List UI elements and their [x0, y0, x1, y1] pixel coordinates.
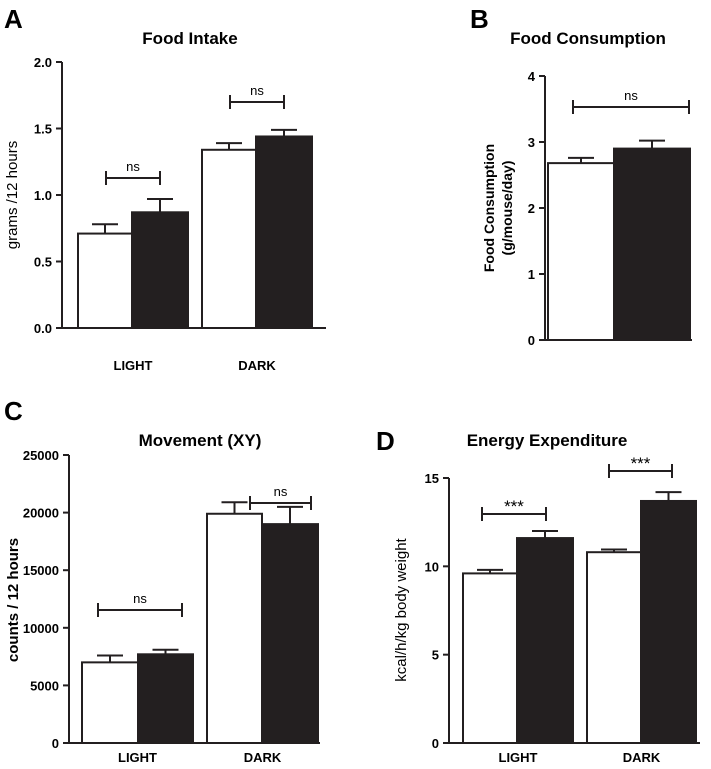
title-d: Energy Expenditure	[467, 431, 628, 450]
panel-a-significance-label: ns	[126, 159, 140, 174]
panel-a-y-tick-label: 2.0	[34, 55, 52, 70]
panel-c-significance-label: ns	[274, 484, 288, 499]
ylabel-d: kcal/h/kg body weight	[393, 537, 410, 681]
panel-a-significance-label: ns	[250, 83, 264, 98]
panel-c-category-label: DARK	[244, 750, 282, 765]
panel-c-y-tick-label: 25000	[23, 448, 59, 463]
panel-a-category-label: DARK	[238, 358, 276, 373]
panel-b-bar-white	[547, 162, 615, 341]
panel-c-y-tick-label: 5000	[30, 678, 59, 693]
panel-d-bar-white	[462, 572, 518, 745]
panel-d-y-tick-label: 15	[425, 471, 439, 486]
panel-d-y-tick-label: 10	[425, 559, 439, 574]
panel-c-category-label: LIGHT	[118, 750, 157, 765]
ylabel-b-units: (g/mouse/day)	[499, 161, 515, 256]
panel-c-y-tick-label: 15000	[23, 563, 59, 578]
panel-d-category-label: DARK	[623, 750, 661, 765]
panel-c-bar-white	[81, 661, 139, 744]
panel-a-bar-white	[77, 232, 133, 330]
ylabel-b: Food Consumption	[481, 144, 497, 272]
panel-letter-b: B	[470, 4, 489, 34]
ylabel-a: grams /12 hours	[4, 141, 21, 249]
panel-letter-a: A	[4, 4, 23, 34]
panel-letter-d: D	[376, 426, 395, 456]
title-b: Food Consumption	[510, 29, 666, 48]
panel-d-bar-black	[640, 499, 697, 745]
panel-a-bar-black	[131, 211, 189, 329]
panel-d-bar-black	[516, 537, 574, 744]
panel-b-y-tick-label: 0	[528, 333, 535, 348]
panel-b-y-tick-label: 1	[528, 267, 535, 282]
panel-c-bar-black	[137, 653, 194, 745]
panel-d-bar-white	[586, 551, 642, 745]
panel-c-significance-label: ns	[133, 591, 147, 606]
panel-a-y-tick-label: 0.5	[34, 255, 52, 270]
panel-c-y-tick-label: 0	[52, 736, 59, 751]
panel-a-bar-white	[201, 148, 257, 329]
panel-b-significance-label: ns	[624, 88, 638, 103]
title-a: Food Intake	[142, 29, 237, 48]
panel-d-y-tick-label: 0	[432, 736, 439, 751]
panel-b-y-tick-label: 3	[528, 135, 535, 150]
panel-c-bar-white	[206, 512, 263, 745]
panel-c-y-tick-label: 20000	[23, 506, 59, 521]
ylabel-c: counts / 12 hours	[5, 538, 22, 662]
panel-d-category-label: LIGHT	[499, 750, 538, 765]
panel-d-y-tick-label: 5	[432, 648, 439, 663]
panel-b-y-tick-label: 4	[528, 69, 536, 84]
panel-letter-c: C	[4, 396, 23, 426]
panel-a-y-tick-label: 0.0	[34, 321, 52, 336]
panel-c-y-tick-label: 10000	[23, 621, 59, 636]
panel-b-y-tick-label: 2	[528, 201, 535, 216]
panel-c-bar-black	[261, 523, 319, 744]
panel-a-bar-black	[255, 135, 313, 329]
panel-a-y-tick-label: 1.0	[34, 188, 52, 203]
panel-d-significance-label: ***	[504, 497, 524, 516]
panel-a-y-tick-label: 1.5	[34, 122, 52, 137]
panel-d-significance-label: ***	[631, 454, 651, 473]
title-c: Movement (XY)	[139, 431, 262, 450]
panel-b-bar-black	[613, 147, 691, 341]
panel-a-category-label: LIGHT	[114, 358, 153, 373]
